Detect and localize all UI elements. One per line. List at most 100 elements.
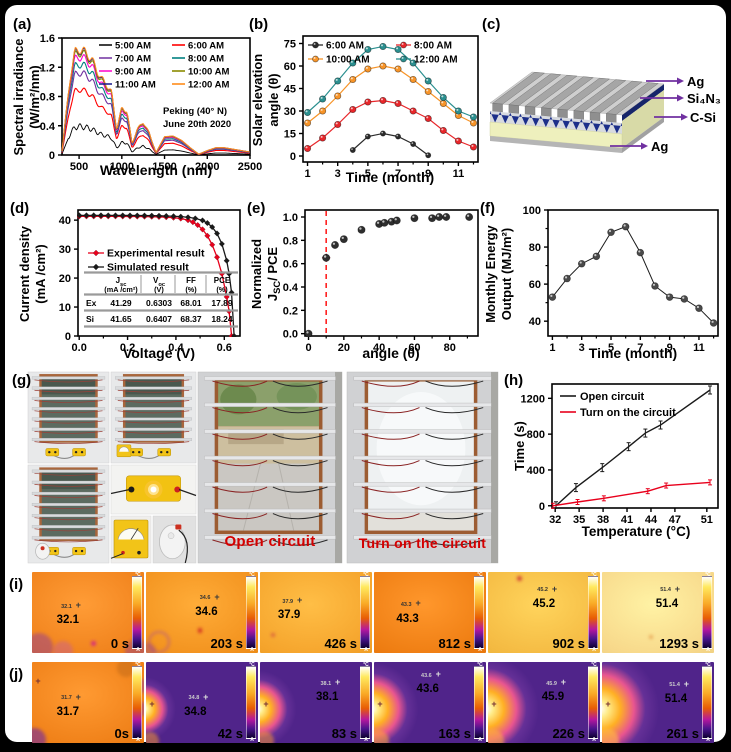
colorbar-unit-label: °C (705, 572, 711, 578)
elapsed-time-label: 163 s (438, 726, 471, 741)
panel-a-label: (a) (13, 16, 32, 33)
svg-text:68.01: 68.01 (180, 298, 202, 308)
svg-text:(mA /cm²): (mA /cm²) (33, 244, 48, 303)
svg-text:80: 80 (444, 342, 456, 354)
thermal-artifact (117, 662, 136, 678)
thermal-frame-i3: °C A +37.9 37.9 426 s (260, 572, 372, 653)
thermal-frame-i1: °C A +32.1 32.1 0 s (32, 572, 144, 653)
svg-text:1: 1 (304, 168, 310, 180)
thermal-frame-j3: °C A +38.1 +38.1 83 s (260, 662, 372, 743)
svg-text:8:00 AM: 8:00 AM (414, 41, 452, 52)
svg-text:9:00 AM: 9:00 AM (115, 67, 151, 78)
svg-text:44: 44 (645, 514, 658, 526)
svg-text:41: 41 (621, 514, 633, 526)
svg-text:7: 7 (637, 342, 643, 354)
thermal-frame-j6: °C A +51.4 +51.4 261 s (602, 662, 714, 743)
elapsed-time-label: 0s (114, 726, 129, 741)
svg-text:80: 80 (529, 242, 541, 254)
svg-text:8:00 AM: 8:00 AM (188, 54, 224, 65)
svg-text:7: 7 (395, 168, 401, 180)
svg-text:Open circuit: Open circuit (580, 391, 645, 403)
svg-text:Experimental result: Experimental result (107, 248, 205, 260)
temperature-reading: 43.6 (416, 683, 439, 696)
svg-text:18.24: 18.24 (211, 314, 233, 324)
thermal-artifact (53, 641, 74, 653)
svg-text:0.2: 0.2 (120, 342, 135, 354)
svg-text:PCE: PCE (214, 276, 231, 285)
svg-text:Current density: Current density (17, 225, 32, 322)
svg-text:June 20th 2020: June 20th 2020 (163, 119, 231, 130)
svg-text:FF: FF (186, 276, 196, 285)
thermal-artifact (374, 729, 390, 743)
svg-text:0.6407: 0.6407 (146, 314, 172, 324)
svg-text:40: 40 (59, 215, 71, 227)
temperature-reading: 51.4 (655, 597, 679, 610)
svg-text:Normalized: Normalized (249, 239, 264, 309)
svg-text:60: 60 (284, 61, 296, 73)
thermal-frame-i2: °C A +34.6 34.6 203 s (146, 572, 258, 653)
svg-text:Wavelength (nm): Wavelength (nm) (100, 162, 212, 178)
temperature-reading: 31.7 (56, 705, 80, 718)
svg-text:1.0: 1.0 (283, 212, 298, 224)
panel-i-label: (i) (9, 576, 24, 593)
svg-text:0: 0 (539, 501, 545, 513)
svg-text:0.0: 0.0 (72, 342, 87, 354)
thermal-artifact (271, 633, 276, 638)
svg-text:0: 0 (65, 331, 71, 343)
thermal-colorbar (246, 666, 256, 739)
spot-reading-small: 38.1 (320, 680, 332, 687)
svg-text:angle (θ): angle (θ) (266, 73, 281, 126)
hotspot-marker-icon: + (149, 698, 155, 709)
spot-reading-small: 37.9 (282, 598, 294, 605)
spot-marker-icon: + (674, 583, 681, 594)
spot-marker-icon: + (560, 677, 567, 687)
svg-text:(%): (%) (185, 285, 197, 294)
svg-text:Si: Si (86, 314, 94, 324)
svg-text:0.4: 0.4 (40, 121, 56, 133)
spot-reading-small: 34.6 (199, 595, 211, 602)
svg-text:38: 38 (597, 514, 609, 526)
svg-text:10: 10 (59, 302, 71, 314)
svg-text:3: 3 (579, 342, 585, 354)
colorbar-bottom-label: A (136, 737, 140, 743)
svg-text:10:00 AM: 10:00 AM (188, 67, 229, 78)
thermal-artifact (602, 727, 620, 743)
colorbar-unit-label: °C (249, 572, 255, 578)
chart-b: Solar elevation angle (θ) 1 3 5 7 9 11 0 15 30 45 60… (250, 35, 479, 185)
panel-d-label: (d) (10, 200, 30, 217)
svg-text:Turn on the circuit: Turn on the circuit (580, 407, 676, 419)
temperature-reading: 34.6 (195, 606, 218, 619)
svg-text:0: 0 (290, 151, 296, 163)
spot-marker-icon: + (296, 595, 303, 606)
svg-text:Solar elevation: Solar elevation (250, 54, 265, 147)
temperature-reading: 45.9 (541, 691, 565, 704)
temperature-reading: 45.2 (532, 597, 556, 610)
svg-text:41.29: 41.29 (110, 298, 132, 308)
thermal-frame-i4: °C A +43.3 43.3 812 s (374, 572, 486, 653)
layer-label-si4n3: Si₄N₃ (687, 91, 721, 106)
panel-b-label: (b) (249, 16, 269, 33)
hotspot-marker-icon: + (35, 676, 41, 687)
spot-reading-small: 43.6 (421, 672, 432, 679)
svg-text:40: 40 (373, 342, 385, 354)
temperature-reading: 43.3 (396, 612, 419, 625)
svg-text:2000: 2000 (195, 161, 219, 173)
colorbar-unit-label: °C (363, 662, 369, 668)
svg-text:0.0: 0.0 (283, 329, 298, 341)
svg-text:(V): (V) (154, 285, 164, 294)
svg-text:Output (MJ/m²): Output (MJ/m²) (499, 228, 514, 320)
thermal-frame-i6: °C A +51.4 51.4 1293 s (602, 572, 714, 653)
svg-text:Time (month): Time (month) (346, 169, 434, 185)
colorbar-bottom-label: A (250, 737, 254, 743)
colorbar-unit-label: °C (249, 662, 255, 668)
svg-text:0.4: 0.4 (168, 342, 184, 354)
layer-label-c-si: C-Si (690, 110, 716, 125)
colorbar-bottom-label: A (364, 737, 368, 743)
colorbar-unit-label: °C (705, 662, 711, 668)
svg-text:Spectral irradiance: Spectral irradiance (11, 38, 26, 155)
svg-text:32: 32 (549, 514, 561, 526)
svg-text:11: 11 (453, 168, 465, 180)
spot-reading-small: 43.3 (400, 601, 412, 608)
svg-text:1000: 1000 (110, 161, 134, 173)
